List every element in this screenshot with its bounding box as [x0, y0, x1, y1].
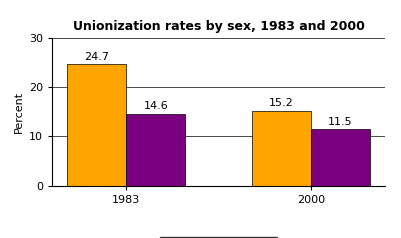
Bar — [67, 64, 126, 186]
Bar — [311, 129, 370, 186]
Text: 11.5: 11.5 — [328, 117, 352, 127]
Bar — [252, 111, 311, 186]
Title: Unionization rates by sex, 1983 and 2000: Unionization rates by sex, 1983 and 2000 — [73, 20, 365, 33]
Text: 24.7: 24.7 — [84, 52, 109, 62]
Text: 15.2: 15.2 — [269, 99, 294, 109]
Bar — [126, 114, 185, 186]
Y-axis label: Percent: Percent — [13, 91, 23, 133]
Text: 14.6: 14.6 — [144, 101, 168, 111]
